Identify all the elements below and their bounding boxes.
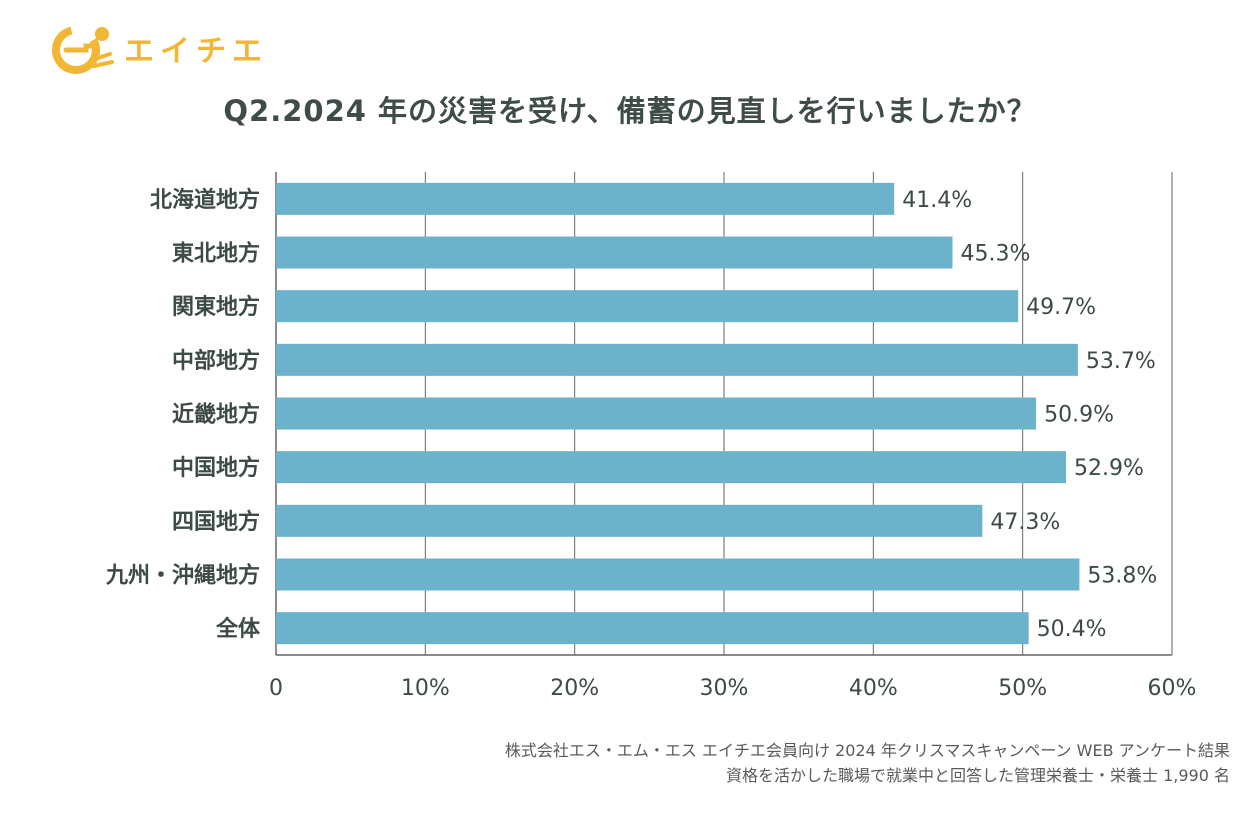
data-label: 53.8% [1087,564,1157,589]
chart-title: Q2.2024 年の災害を受け、備蓄の見直しを行いましたか？ [223,94,1037,128]
data-label: 49.7% [1026,295,1096,320]
category-label: 北海道地方 [150,187,260,213]
bar [276,612,1029,645]
x-tick-label: 20% [550,676,599,701]
footnote-line-2: 資格を活かした職場で就業中と回答した管理栄養士・栄養士 1,990 名 [726,766,1230,785]
x-tick-label: 30% [700,676,749,701]
data-label: 53.7% [1086,349,1156,374]
data-label: 45.3% [960,242,1030,267]
bar [276,290,1019,323]
category-label: 九州・沖縄地方 [105,563,260,589]
bar [276,182,895,215]
brand-name: エイチエ [124,34,268,69]
data-label: 41.4% [902,188,972,213]
x-tick-label: 40% [849,676,898,701]
category-label: 四国地方 [172,509,260,535]
bar [276,451,1066,484]
footnote: 株式会社エス・エム・エス エイチエ会員向け 2024 年クリスマスキャンペーン … [505,738,1230,788]
category-label: 関東地方 [172,294,260,320]
brand-logo: エイチエ [50,20,268,76]
bar [276,397,1037,430]
bar [276,236,953,269]
bar-chart: 0 10% 20% 30% 40% 50% 60% 北海道地方 41.4% 東北地方 45.3% 関東… [105,172,1197,701]
category-label: 中国地方 [172,455,260,481]
brand-mark-icon [52,26,114,74]
x-tick-label: 50% [998,676,1047,701]
bar [276,343,1078,376]
x-tick-label: 60% [1148,676,1197,701]
data-label: 47.3% [990,510,1060,535]
category-label: 中部地方 [172,348,260,374]
bar [276,558,1080,591]
x-tick-label: 0 [269,676,283,701]
category-label: 全体 [215,616,261,642]
x-tick-label: 10% [401,676,450,701]
category-label: 近畿地方 [172,402,260,428]
footnote-line-1: 株式会社エス・エム・エス エイチエ会員向け 2024 年クリスマスキャンペーン … [504,741,1230,760]
data-label: 50.9% [1044,403,1114,428]
bar [276,504,983,537]
data-label: 52.9% [1074,456,1144,481]
category-label: 東北地方 [172,241,260,267]
data-label: 50.4% [1037,617,1107,642]
